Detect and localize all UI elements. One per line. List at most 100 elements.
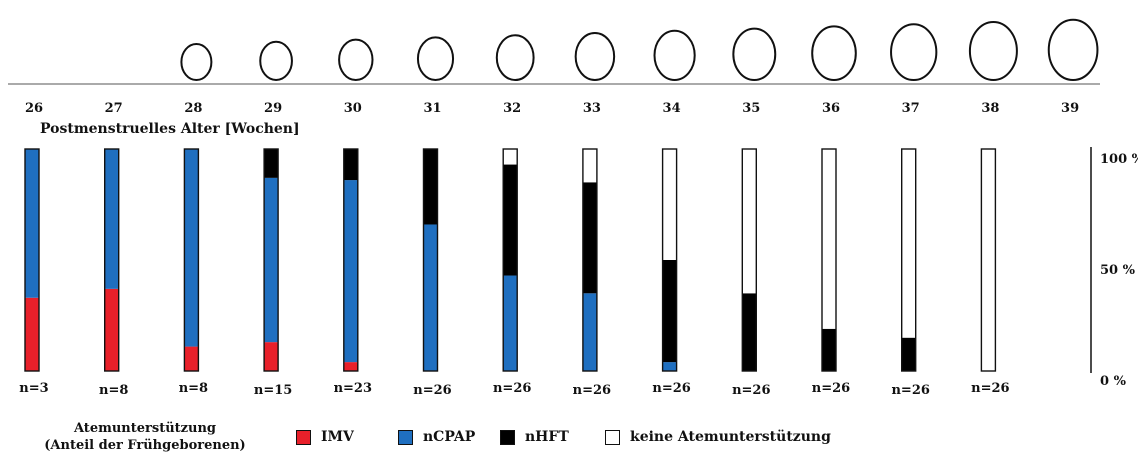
x-tick-label-37: 37 — [902, 101, 920, 116]
x-tick-label-39: 39 — [1061, 101, 1079, 116]
legend-item-keine: keine Atemunterstützung — [605, 429, 831, 445]
growth-ellipse-28 — [180, 43, 213, 81]
x-tick-label-36: 36 — [822, 101, 840, 116]
bar-outline-36 — [821, 148, 837, 372]
bar-33-nhft — [582, 182, 597, 294]
legend-swatch-ncpap — [398, 429, 413, 445]
legend-label-ncpap: nCPAP — [423, 429, 476, 445]
x-tick-label-28: 28 — [184, 101, 202, 116]
legend-title-line-1: Atemunterstützung — [73, 421, 217, 436]
legend-item-nhft: nHFT — [500, 429, 569, 445]
legend-swatch-nhft — [500, 429, 515, 445]
bar-26-ncpap — [25, 149, 39, 298]
bar-count-31: n=26 — [413, 383, 451, 398]
growth-ellipse-38 — [968, 21, 1018, 81]
legend-label-imv: IMV — [321, 429, 354, 445]
bar-count-37: n=26 — [891, 383, 929, 398]
bar-outline-28 — [183, 148, 200, 372]
bar-33-keine-atemunterstützung — [582, 149, 597, 183]
bar-outline-33 — [582, 148, 598, 372]
legend-item-imv: IMV — [296, 429, 354, 445]
bar-count-38: n=26 — [971, 381, 1009, 396]
growth-ellipse-33 — [574, 32, 616, 81]
y-tick-label-0: 0 % — [1100, 374, 1127, 389]
bar-37-keine-atemunterstützung — [901, 149, 916, 338]
bar-outline-31 — [422, 148, 439, 372]
bar-outline-38 — [980, 148, 997, 372]
bar-34-keine-atemunterstützung — [662, 149, 677, 260]
bar-count-27: n=8 — [99, 383, 128, 398]
bar-33-ncpap — [582, 293, 597, 371]
bar-count-30: n=23 — [334, 381, 372, 396]
bar-outline-35 — [741, 148, 757, 372]
legend-title: Atemunterstützung (Anteil der Frühgebore… — [40, 420, 250, 454]
bar-count-36: n=26 — [812, 381, 850, 396]
x-tick-label-34: 34 — [663, 101, 681, 116]
x-tick-label-38: 38 — [981, 101, 999, 116]
bar-35-keine-atemunterstützung — [742, 149, 757, 294]
bar-32-ncpap — [503, 275, 518, 371]
bar-38-keine-atemunterstützung — [981, 149, 996, 371]
x-tick-label-32: 32 — [503, 101, 521, 116]
bar-outline-26 — [24, 148, 40, 372]
bar-30-ncpap — [343, 180, 358, 363]
bar-26-imv — [25, 297, 39, 371]
bar-count-35: n=26 — [732, 383, 770, 398]
y-tick-label-100: 100 % — [1100, 152, 1138, 167]
bar-outline-34 — [661, 148, 678, 372]
bar-outline-37 — [901, 148, 917, 372]
growth-ellipse-29 — [259, 40, 293, 82]
bar-28-ncpap — [184, 149, 199, 347]
bar-outline-27 — [103, 148, 120, 372]
legend-label-keine: keine Atemunterstützung — [630, 429, 831, 445]
x-tick-label-29: 29 — [264, 101, 282, 116]
bar-36-keine-atemunterstützung — [822, 149, 836, 329]
bar-31-ncpap — [423, 224, 438, 371]
bar-count-28: n=8 — [179, 381, 208, 396]
growth-ellipse-39 — [1047, 18, 1099, 82]
bar-27-ncpap — [104, 149, 119, 289]
bar-34-ncpap — [662, 362, 677, 371]
bar-count-34: n=26 — [652, 381, 690, 396]
growth-ellipse-30 — [338, 38, 374, 81]
bar-count-26: n=3 — [19, 381, 48, 396]
x-tick-label-30: 30 — [344, 101, 362, 116]
bar-count-32: n=26 — [493, 381, 531, 396]
bar-29-nhft — [264, 149, 279, 178]
growth-ellipse-34 — [653, 29, 696, 82]
bar-37-nhft — [901, 337, 916, 371]
x-tick-label-31: 31 — [423, 101, 441, 116]
legend-label-nhft: nHFT — [525, 429, 569, 445]
bar-30-nhft — [343, 149, 358, 181]
legend: Atemunterstützung (Anteil der Frühgebore… — [0, 421, 1138, 456]
bar-30-imv — [343, 362, 358, 371]
legend-swatch-imv — [296, 429, 311, 445]
bar-outline-30 — [343, 148, 359, 372]
legend-item-ncpap: nCPAP — [398, 429, 475, 445]
bar-35-nhft — [742, 293, 757, 371]
growth-ellipse-32 — [495, 34, 535, 81]
bar-count-33: n=26 — [573, 383, 611, 398]
bar-32-keine-atemunterstützung — [503, 149, 518, 165]
bar-31-nhft — [423, 149, 438, 225]
x-tick-label-33: 33 — [583, 101, 601, 116]
growth-ellipse-36 — [811, 25, 857, 81]
bar-outline-32 — [502, 148, 518, 372]
legend-swatch-keine — [605, 429, 620, 445]
x-axis-label: Postmenstruelles Alter [Wochen] — [40, 121, 300, 137]
growth-ellipse-31 — [416, 36, 455, 81]
bar-count-29: n=15 — [254, 383, 292, 398]
x-tick-label-27: 27 — [105, 101, 123, 116]
legend-title-line-2: (Anteil der Frühgeborenen) — [44, 438, 246, 453]
y-tick-label-50: 50 % — [1100, 263, 1136, 278]
growth-ellipse-37 — [890, 23, 938, 81]
bar-34-nhft — [662, 260, 677, 363]
bar-27-imv — [104, 288, 119, 371]
bar-29-imv — [264, 342, 279, 371]
bar-28-imv — [184, 346, 199, 371]
bar-36-nhft — [822, 328, 836, 371]
bar-32-nhft — [503, 164, 518, 276]
growth-ellipse-35 — [732, 27, 777, 81]
bar-outline-29 — [263, 148, 279, 372]
